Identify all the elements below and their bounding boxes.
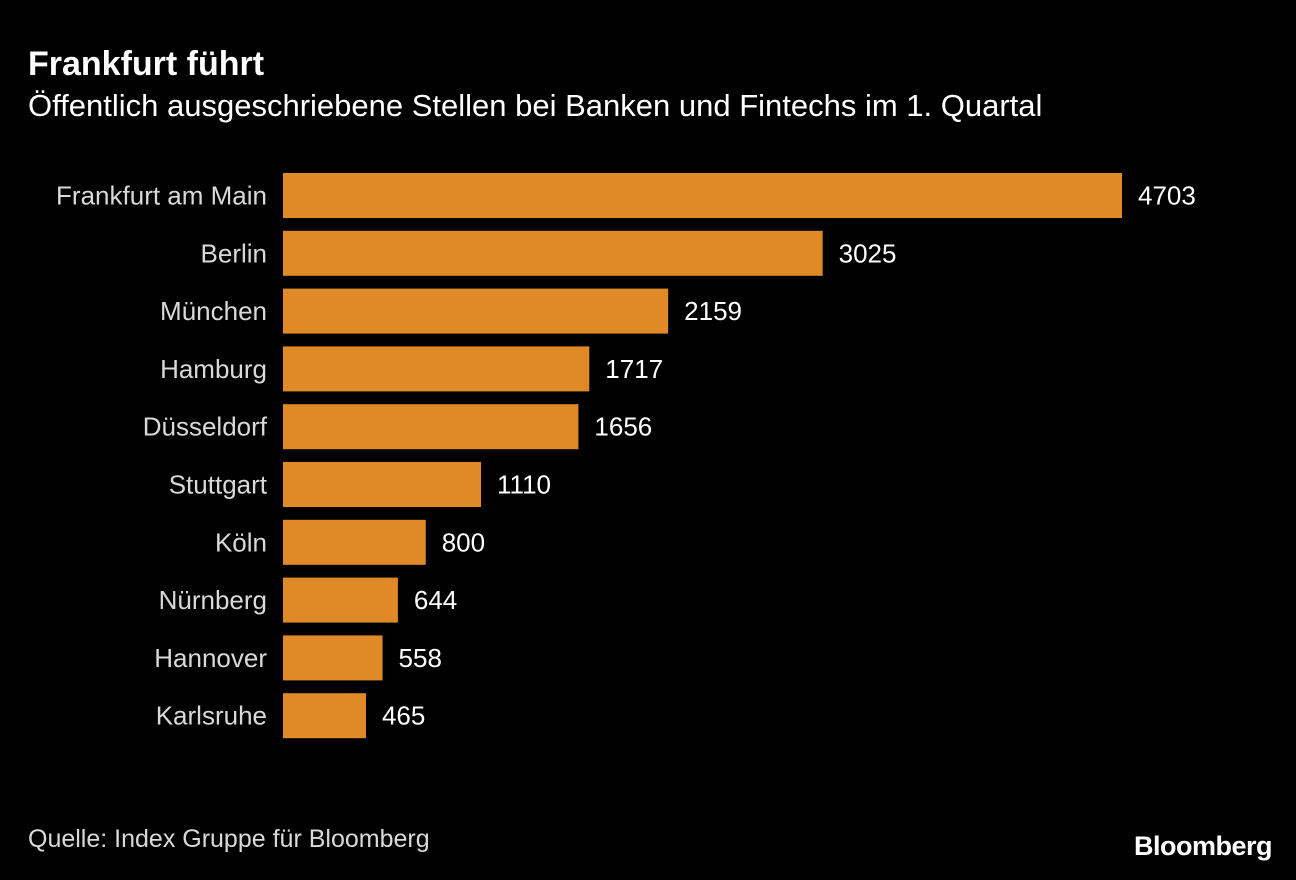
category-label: Stuttgart xyxy=(169,470,268,500)
bar xyxy=(283,173,1122,218)
bar xyxy=(283,519,426,565)
bar xyxy=(283,635,383,681)
category-label: Berlin xyxy=(201,238,267,268)
bar xyxy=(283,346,590,392)
bar xyxy=(283,693,366,739)
category-label: Hannover xyxy=(154,643,267,673)
category-label: Düsseldorf xyxy=(143,412,268,442)
bar xyxy=(283,404,579,450)
category-label: Köln xyxy=(215,527,267,557)
value-label: 800 xyxy=(442,527,485,557)
bar xyxy=(283,288,669,334)
category-label: Frankfurt am Main xyxy=(56,181,267,211)
category-label: Karlsruhe xyxy=(156,701,267,731)
category-label: Nürnberg xyxy=(159,585,267,615)
value-label: 4703 xyxy=(1138,181,1196,211)
bloomberg-logo: Bloomberg xyxy=(1133,831,1273,861)
value-label: 2159 xyxy=(684,296,742,326)
bar xyxy=(283,462,482,507)
value-label: 3025 xyxy=(839,238,897,268)
value-label: 558 xyxy=(399,643,442,673)
source-note: Quelle: Index Gruppe für Bloomberg xyxy=(28,825,430,853)
category-label: Hamburg xyxy=(160,354,267,384)
bar xyxy=(283,230,823,276)
chart-title: Frankfurt führt xyxy=(28,45,265,83)
value-label: 1717 xyxy=(605,354,663,384)
value-label: 465 xyxy=(382,701,425,731)
bar xyxy=(283,577,398,623)
value-label: 1110 xyxy=(497,470,551,500)
value-label: 1656 xyxy=(594,412,652,442)
value-label: 644 xyxy=(414,585,457,615)
chart-subtitle: Öffentlich ausgeschriebene Stellen bei B… xyxy=(28,88,1043,123)
category-label: München xyxy=(160,296,267,326)
